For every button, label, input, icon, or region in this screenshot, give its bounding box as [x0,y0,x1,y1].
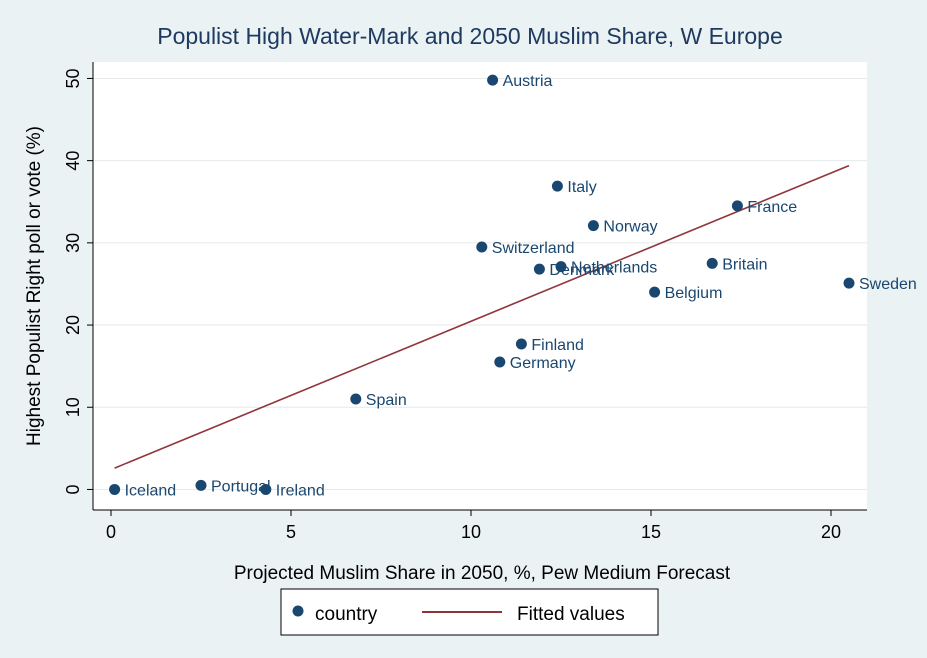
data-point [533,263,545,275]
point-label: Spain [366,392,407,409]
y-axis-title: Highest Populist Right poll or vote (%) [24,126,45,446]
point-label: Netherlands [571,260,657,277]
data-point [843,277,855,289]
legend: country Fitted values [280,588,659,636]
legend-country-label: country [315,604,378,625]
data-point [587,220,599,232]
data-point [260,483,272,495]
y-tick-label: 10 [63,397,83,417]
y-tick-label: 50 [63,68,83,88]
axes [92,62,867,511]
point-label: France [747,199,797,216]
fitted-line-layer [114,164,850,469]
y-tick-label: 30 [63,233,83,253]
point-label: Portugal [211,478,271,495]
point-label: Belgium [665,285,723,302]
point-label: Germany [510,355,576,372]
x-tick-label: 0 [106,522,116,542]
data-point [350,393,362,405]
data-point [487,74,499,86]
point-label: Britain [722,256,767,273]
point-label: Norway [603,219,657,236]
y-tick-label: 0 [63,484,83,494]
data-point [476,241,488,253]
legend-country-marker [292,605,304,617]
data-point [515,338,527,350]
point-label: Finland [531,337,583,354]
y-tick-label: 40 [63,151,83,171]
fitted-line [114,164,850,469]
point-label: Sweden [859,276,917,293]
data-point [706,257,718,269]
data-point [551,180,563,192]
data-point [195,479,207,491]
point-label: Ireland [276,482,325,499]
x-tick-label: 15 [641,522,661,542]
x-axis-title: Projected Muslim Share in 2050, %, Pew M… [234,563,731,584]
point-label: Iceland [125,482,177,499]
x-tick-label: 10 [461,522,481,542]
chart-title: Populist High Water-Mark and 2050 Muslim… [157,23,783,49]
point-label: Italy [567,179,596,196]
data-point [494,356,506,368]
plot-area [93,62,867,510]
points-layer: Austria Italy France Norway Switzerland Brita… [109,73,917,499]
x-tick-label: 20 [821,522,841,542]
y-tick-label: 20 [63,315,83,335]
x-tick-label: 5 [286,522,296,542]
point-label: Denmark [549,262,615,279]
data-point [555,261,567,273]
point-label: Switzerland [492,240,575,257]
data-point [109,483,121,495]
ticks: 0 10 20 30 40 50 0 5 10 15 20 [63,68,841,542]
data-point [731,200,743,212]
legend-fitted-label: Fitted values [517,604,625,625]
data-point [649,286,661,298]
point-label: Austria [503,73,553,90]
